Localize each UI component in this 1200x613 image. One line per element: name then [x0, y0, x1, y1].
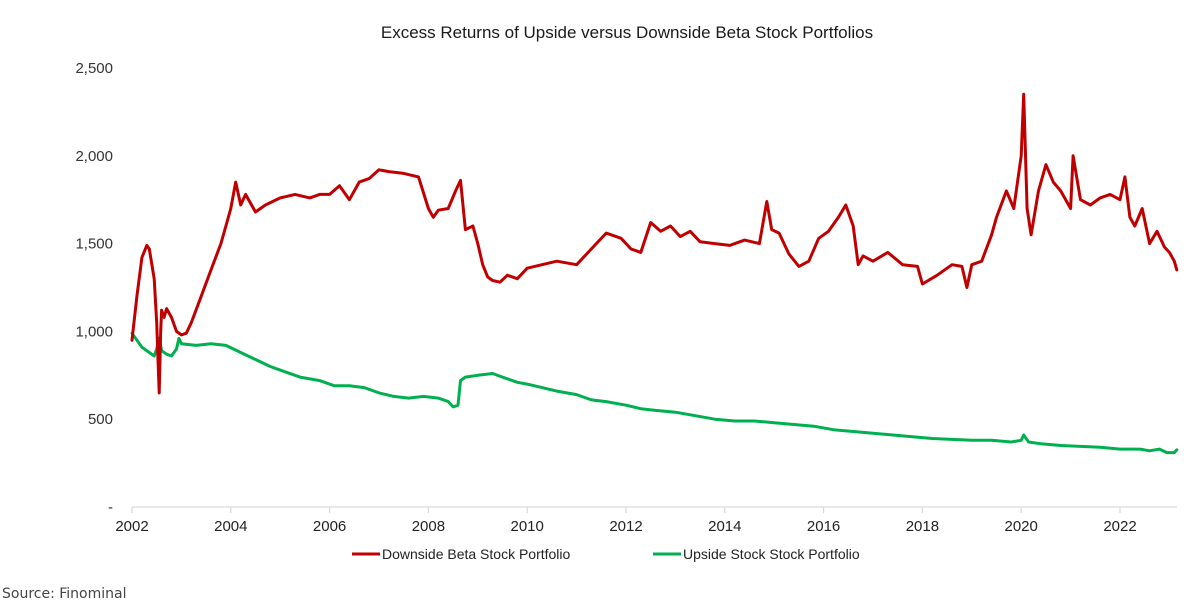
x-tick-label: 2014 — [708, 518, 741, 535]
y-tick-label: 1,000 — [75, 323, 113, 340]
chart-title: Excess Returns of Upside versus Downside… — [381, 23, 873, 42]
x-tick-label: 2002 — [115, 518, 148, 535]
x-tick-label: 2008 — [412, 518, 445, 535]
legend: Downside Beta Stock Portfolio Upside Stoc… — [352, 546, 860, 562]
series-line-downside-beta — [130, 92, 1179, 395]
series-line-upside — [130, 331, 1179, 455]
y-tick-label: 500 — [88, 411, 113, 428]
y-tick-label: 2,000 — [75, 148, 113, 165]
x-tick-label: 2020 — [1005, 518, 1038, 535]
x-tick-label: 2022 — [1103, 518, 1136, 535]
x-tick-label: 2012 — [609, 518, 642, 535]
legend-label-upside: Upside Stock Stock Portfolio — [683, 546, 860, 562]
y-axis: - 500 1,000 1,500 2,000 2,500 — [75, 60, 113, 516]
x-tick-label: 2004 — [214, 518, 247, 535]
x-tick-label: 2010 — [511, 518, 544, 535]
legend-label-downside-beta: Downside Beta Stock Portfolio — [382, 546, 571, 562]
y-tick-label: 1,500 — [75, 236, 113, 253]
x-tick-label: 2018 — [906, 518, 939, 535]
x-axis: 2002 2004 2006 2008 2010 2012 2014 2016 2018 2020… — [115, 506, 1177, 535]
y-tick-label: - — [108, 499, 113, 516]
plot-area — [130, 92, 1179, 455]
x-tick-label: 2016 — [807, 518, 840, 535]
source-note: Source: Finominal — [2, 586, 127, 602]
x-tick-label: 2006 — [313, 518, 346, 535]
y-tick-label: 2,500 — [75, 60, 113, 77]
